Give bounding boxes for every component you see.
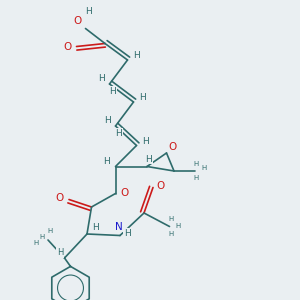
- Text: H: H: [133, 51, 140, 60]
- Text: H: H: [194, 176, 199, 182]
- Text: H: H: [201, 165, 207, 171]
- Text: H: H: [33, 240, 39, 246]
- Text: H: H: [124, 229, 131, 238]
- Text: H: H: [176, 224, 181, 230]
- Text: H: H: [47, 228, 52, 234]
- Text: H: H: [139, 93, 146, 102]
- Text: H: H: [194, 160, 199, 166]
- Text: H: H: [85, 8, 92, 16]
- Text: H: H: [142, 136, 149, 146]
- Text: N: N: [115, 221, 122, 232]
- Text: O: O: [74, 16, 82, 26]
- Text: O: O: [168, 142, 177, 152]
- Text: O: O: [56, 193, 64, 203]
- Text: H: H: [115, 129, 122, 138]
- Text: O: O: [156, 181, 165, 191]
- Text: H: H: [109, 87, 116, 96]
- Text: H: H: [39, 234, 45, 240]
- Text: H: H: [103, 157, 110, 166]
- Text: O: O: [63, 41, 72, 52]
- Text: H: H: [168, 231, 174, 237]
- Text: H: H: [57, 248, 63, 257]
- Text: H: H: [98, 74, 104, 83]
- Text: H: H: [93, 224, 99, 232]
- Text: H: H: [145, 154, 152, 164]
- Text: H: H: [104, 116, 110, 125]
- Text: O: O: [120, 188, 129, 199]
- Text: H: H: [168, 216, 174, 222]
